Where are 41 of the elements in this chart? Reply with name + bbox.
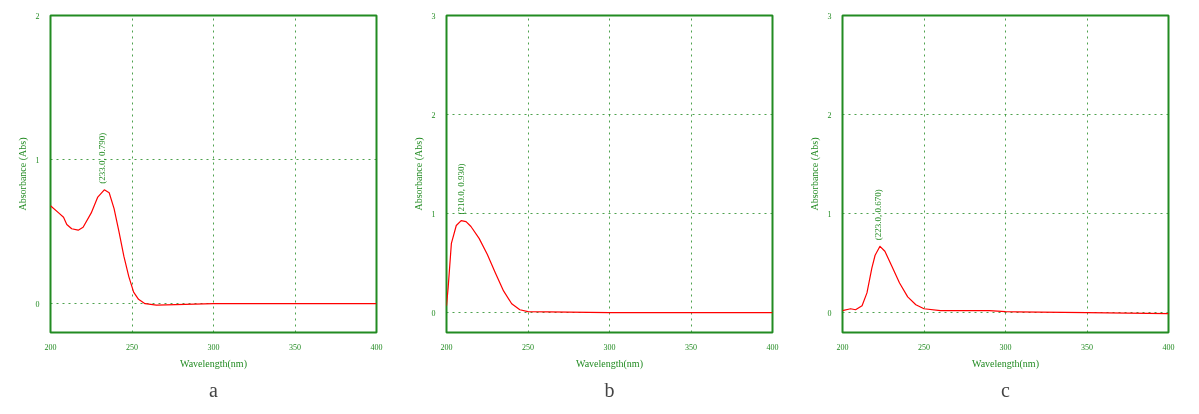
y-axis-title: Absorbance (Abs) — [808, 137, 821, 211]
line-series — [842, 245, 1169, 315]
y-tick-label: 1 — [431, 209, 436, 219]
annotation: (233.0, 0.790) — [97, 132, 108, 184]
y-tick-label: 2 — [827, 110, 832, 120]
text: c — [1001, 378, 1011, 401]
x-tick-label: 400 — [1162, 342, 1175, 352]
x-tick-label: 200 — [440, 342, 453, 352]
x-tick-label: 400 — [370, 342, 383, 352]
y-tick-label: 2 — [431, 110, 436, 120]
y-axis-title: Absorbance (Abs) — [412, 137, 425, 211]
x-tick-label: 200 — [836, 342, 849, 352]
x-axis-title: Wavelength(nm) — [972, 357, 1039, 370]
y-tick-label: 1 — [827, 209, 832, 219]
y-axis-title: Absorbance (Abs) — [16, 137, 29, 211]
x-axis-title: Wavelength(nm) — [180, 357, 247, 370]
x-tick-label: 350 — [685, 342, 697, 352]
text: a — [209, 378, 219, 401]
line-series — [446, 219, 773, 314]
y-tick-label: 0 — [827, 308, 832, 318]
x-tick-label: 300 — [603, 342, 616, 352]
y-tick-label: 0 — [431, 308, 436, 318]
annotation: (210.0, 0.930) — [455, 163, 466, 215]
x-tick-label: 350 — [1081, 342, 1093, 352]
x-tick-label: 200 — [44, 342, 57, 352]
y-tick-label: 3 — [827, 11, 832, 21]
text: b — [604, 378, 615, 401]
y-tick-label: 3 — [431, 11, 436, 21]
y-tick-label: 2 — [35, 11, 40, 21]
y-tick-label: 1 — [35, 155, 40, 165]
line-series — [50, 189, 377, 306]
x-tick-label: 250 — [918, 342, 930, 352]
annotation: (223.0, 0.670) — [872, 189, 883, 241]
y-tick-label: 0 — [35, 299, 40, 309]
x-tick-label: 350 — [289, 342, 301, 352]
x-axis-title: Wavelength(nm) — [576, 357, 643, 370]
x-tick-label: 250 — [126, 342, 138, 352]
x-tick-label: 300 — [207, 342, 220, 352]
x-tick-label: 250 — [522, 342, 534, 352]
x-tick-label: 300 — [999, 342, 1012, 352]
x-tick-label: 400 — [766, 342, 779, 352]
